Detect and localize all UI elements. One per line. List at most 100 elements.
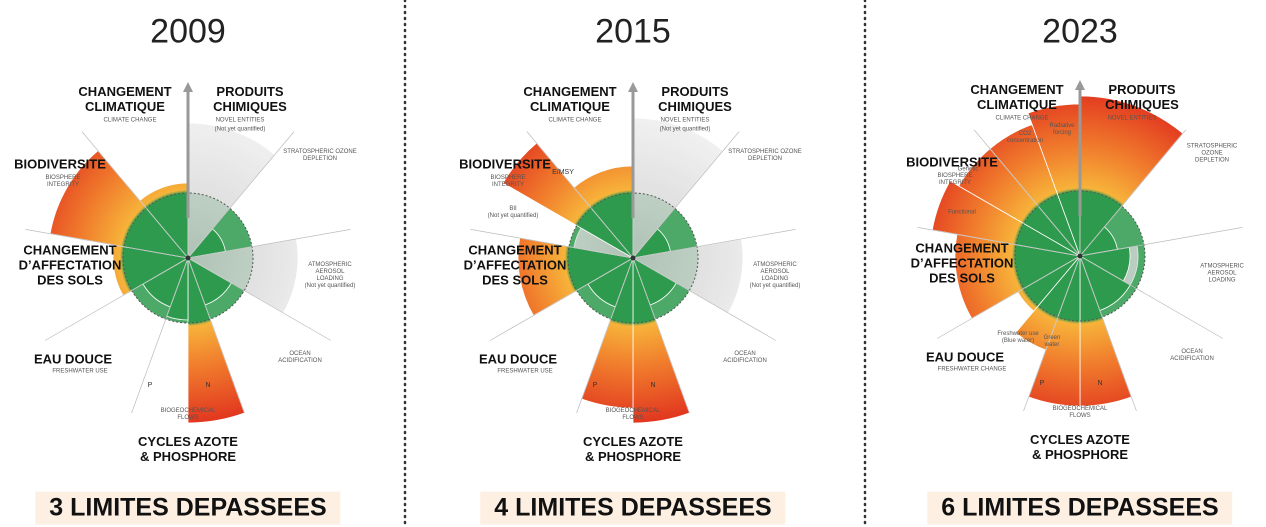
boundary-label: Freshwater use (Blue water) <box>997 331 1039 344</box>
boundary-label: FRESHWATER CHANGE <box>937 366 1007 373</box>
boundary-label: CYCLES AZOTE & PHOSPHORE <box>1030 432 1130 462</box>
spoke <box>187 131 295 259</box>
spoke <box>1079 255 1224 339</box>
boundary-label: CHANGEMENT CLIMATIQUE <box>970 82 1064 112</box>
arrow-head <box>1075 80 1085 90</box>
boundary-label: STRATOSPHERIC OZONE DEPLETION <box>728 149 802 162</box>
spoke <box>187 257 245 414</box>
boundary-label: CLIMATE CHANGE <box>103 117 157 124</box>
footer-label: 6 LIMITES DEPASSEES <box>927 491 1233 525</box>
spoke <box>917 227 1081 257</box>
boundary-label: FRESHWATER USE <box>52 368 108 375</box>
hub <box>630 255 636 261</box>
boundary-label: PRODUITS CHIMIQUES <box>213 84 287 114</box>
boundary-label: OCEAN ACIDIFICATION <box>278 351 322 364</box>
spoke <box>44 257 189 341</box>
year-title: 2023 <box>1042 12 1118 51</box>
boundary-label: (Not yet quantified) <box>659 126 711 133</box>
boundary-label: CYCLES AZOTE & PHOSPHORE <box>138 434 238 464</box>
spoke <box>936 255 1081 339</box>
boundary-wedge <box>49 150 190 259</box>
spoke <box>1079 255 1137 412</box>
boundary-label: NOVEL ENTITIES <box>215 117 265 124</box>
boundary-label: Genetic <box>957 166 979 173</box>
spoke <box>187 257 332 341</box>
boundary-label: CHANGEMENT D’AFFECTATION DES SOLS <box>910 240 1014 286</box>
spoke <box>489 257 634 341</box>
boundary-label: BIOSPHERE INTEGRITY <box>45 175 81 188</box>
boundary-label: CYCLES AZOTE & PHOSPHORE <box>583 434 683 464</box>
boundary-label: BIOSPHERE INTEGRITY <box>937 173 973 186</box>
boundary-label: BIOSPHERE INTEGRITY <box>490 175 526 188</box>
boundary-label: CLIMATE CHANGE <box>548 117 602 124</box>
hub <box>1077 253 1083 259</box>
boundary-label: CHANGEMENT CLIMATIQUE <box>78 84 172 114</box>
boundary-label: STRATOSPHERIC OZONE DEPLETION <box>283 149 357 162</box>
spoke <box>1079 227 1243 257</box>
year-title: 2009 <box>150 12 226 51</box>
spoke <box>470 229 634 259</box>
year-title: 2015 <box>595 12 671 51</box>
boundary-wedge <box>187 122 276 260</box>
boundary-label: ATMOSPHERIC AEROSOL LOADING (Not yet qua… <box>749 262 801 289</box>
boundary-label: BIOGEOCHEMICAL FLOWS <box>1052 406 1108 419</box>
spoke <box>632 257 777 341</box>
spoke <box>576 257 634 414</box>
spoke <box>81 131 189 259</box>
boundary-label: CLIMATE CHANGE <box>995 115 1049 122</box>
boundary-label: EAU DOUCE <box>33 351 113 367</box>
spoke <box>632 257 690 414</box>
boundary-label: P <box>592 381 598 389</box>
spoke <box>25 229 189 259</box>
boundary-wedge <box>631 238 744 314</box>
boundary-label: STRATOSPHERIC OZONE DEPLETION <box>1186 143 1238 164</box>
spoke <box>526 131 634 259</box>
arrow-head <box>628 82 638 92</box>
boundary-label: N <box>650 381 656 389</box>
boundary-label: BIOGEOCHEMICAL FLOWS <box>605 408 661 421</box>
boundary-label: OCEAN ACIDIFICATION <box>1170 349 1214 362</box>
boundary-label: EAU DOUCE <box>478 351 558 367</box>
boundary-label: CO2 concentration <box>1006 131 1044 144</box>
boundary-label: CHANGEMENT CLIMATIQUE <box>523 84 617 114</box>
boundary-wedge <box>517 237 635 317</box>
boundary-label: BIODIVERSITE <box>14 156 106 172</box>
boundary-label: P <box>1039 379 1045 387</box>
boundary-label: BIODIVERSITE <box>906 154 998 170</box>
boundary-label: Functional <box>948 209 976 216</box>
boundary-label: OCEAN ACIDIFICATION <box>723 351 767 364</box>
spoke <box>131 257 189 414</box>
boundary-label: PRODUITS CHIMIQUES <box>658 84 732 114</box>
footer-label: 4 LIMITES DEPASSEES <box>480 491 786 525</box>
boundary-label: (Not yet quantified) <box>214 126 266 133</box>
boundary-label: P <box>147 381 153 389</box>
boundary-label: BIODIVERSITE <box>459 156 551 172</box>
boundary-wedge <box>1079 95 1184 258</box>
boundary-label: NOVEL ENTITIES <box>1107 115 1157 122</box>
boundary-label: CHANGEMENT D’AFFECTATION DES SOLS <box>463 242 567 288</box>
boundary-label: ATMOSPHERIC AEROSOL LOADING <box>1200 263 1244 284</box>
footer-label: 3 LIMITES DEPASSEES <box>35 491 341 525</box>
spoke <box>973 129 1081 257</box>
boundary-label: ATMOSPHERIC AEROSOL LOADING (Not yet qua… <box>304 262 356 289</box>
hub <box>185 255 191 261</box>
boundary-label: E/MSY <box>552 168 574 176</box>
spoke <box>632 229 796 259</box>
boundary-wedge <box>186 238 299 314</box>
boundary-wedge <box>954 233 1082 320</box>
boundary-label: EAU DOUCE <box>925 349 1005 365</box>
spoke <box>1079 129 1187 257</box>
spoke <box>187 229 351 259</box>
boundary-label: PRODUITS CHIMIQUES <box>1105 82 1179 112</box>
boundary-label: BII (Not yet quantified) <box>487 206 539 219</box>
boundary-label: N <box>205 381 211 389</box>
boundary-label: CHANGEMENT D’AFFECTATION DES SOLS <box>18 242 122 288</box>
boundary-wedge <box>632 117 724 260</box>
boundary-label: Green water <box>1043 335 1061 348</box>
boundary-label: NOVEL ENTITIES <box>660 117 710 124</box>
boundary-label: Radiative forcing <box>1049 123 1075 136</box>
arrow-head <box>183 82 193 92</box>
boundary-label: BIOGEOCHEMICAL FLOWS <box>160 408 216 421</box>
